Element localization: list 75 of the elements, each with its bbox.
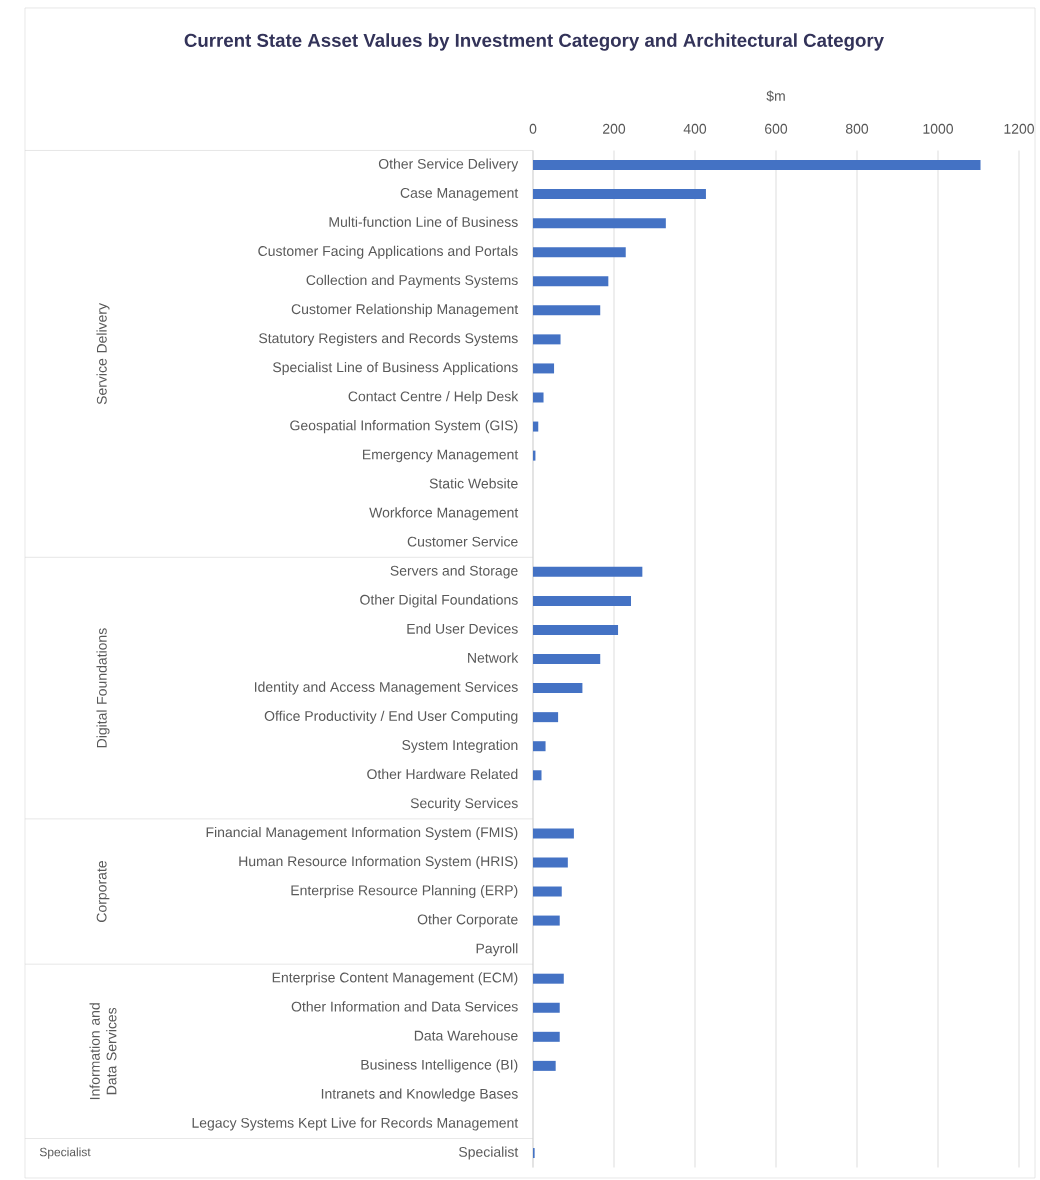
y-tick-label: Other Information and Data Services — [291, 1001, 518, 1012]
bar — [533, 1060, 556, 1071]
y-tick-label: Financial Management Information System (FMIS) — [206, 826, 518, 840]
bar — [533, 334, 561, 345]
bar — [533, 189, 706, 200]
y-tick-label: Customer Service — [407, 536, 518, 547]
text: Corporate — [96, 861, 110, 922]
x-tick-label: 800 — [845, 123, 869, 134]
text: Specialist — [39, 1147, 91, 1159]
bar — [533, 421, 539, 432]
bar — [533, 624, 619, 635]
y-tick-label: Multi-function Line of Business — [329, 216, 518, 227]
y-tick-label: End User Devices — [407, 623, 518, 634]
y-tick-label: Enterprise Resource Planning (ERP) — [291, 885, 518, 899]
bar — [533, 247, 626, 258]
bar — [533, 160, 981, 171]
bar — [533, 1031, 560, 1042]
bar — [533, 305, 601, 316]
y-tick-label: Emergency Management — [363, 449, 519, 463]
x-tick-label: 1200 — [1004, 123, 1035, 134]
y-tick-label: Geospatial Information System (GIS) — [290, 420, 518, 434]
text: Digital Foundations — [96, 628, 110, 748]
chart-title: Current State Asset Values by Investment Category and Architectural Category — [184, 33, 884, 51]
x-tick-label: 600 — [765, 123, 788, 134]
y-tick-label: Other Digital Foundations — [360, 594, 518, 608]
bar — [533, 973, 564, 984]
y-tick-label: Office Productivity / End User Computing — [264, 710, 518, 724]
y-tick-label: Specialist — [459, 1146, 519, 1160]
y-tick-label: Static Website — [429, 478, 518, 489]
y-tick-label: Other Service Delivery — [378, 158, 519, 172]
y-tick-label: Network — [468, 652, 519, 663]
y-tick-label: Security Services — [410, 797, 518, 811]
y-tick-label: System Integration — [402, 739, 518, 753]
bar — [533, 770, 542, 781]
y-tick-label: Customer Relationship Management — [291, 303, 519, 317]
x-tick-label: 1000 — [923, 123, 954, 134]
text: Information and Data Services — [89, 1003, 117, 1100]
y-tick-label: Case Management — [400, 187, 519, 201]
y-tick-label: Identity and Access Management Services — [255, 681, 518, 695]
bar — [533, 828, 574, 839]
bar — [533, 363, 555, 374]
y-tick-label: Enterprise Content Management (ECM) — [272, 972, 518, 986]
bar — [533, 857, 568, 868]
bar — [533, 712, 559, 723]
y-tick-label: Business Intelligence (BI) — [361, 1059, 518, 1073]
bar — [533, 566, 643, 577]
bar — [533, 595, 632, 606]
x-tick-label: 400 — [683, 123, 707, 134]
bar — [533, 886, 562, 897]
y-tick-label: Contact Centre / Help Desk — [348, 391, 519, 405]
y-tick-label: Specialist Line of Business Applications — [273, 361, 518, 376]
y-tick-label: Legacy Systems Kept Live for Records Management — [192, 1117, 519, 1131]
y-tick-label: Intranets and Knowledge Bases — [321, 1088, 518, 1102]
text: Service Delivery — [96, 303, 110, 405]
bar — [533, 915, 560, 926]
y-tick-label: Statutory Registers and Records Systems — [259, 332, 518, 346]
bar — [533, 392, 544, 403]
bar — [533, 218, 666, 229]
y-tick-label: Other Hardware Related — [367, 768, 518, 780]
y-tick-label: Human Resource Information System (HRIS) — [239, 855, 518, 870]
y-tick-label: Other Corporate — [417, 914, 518, 928]
y-tick-label: Payroll — [476, 943, 518, 957]
bar — [533, 683, 583, 694]
bar — [533, 1002, 560, 1013]
bar — [533, 741, 546, 752]
x-tick-label: 0 — [529, 123, 537, 134]
y-tick-label: Data Warehouse — [414, 1030, 518, 1041]
x-tick-label: 200 — [603, 123, 626, 134]
y-tick-label: Collection and Payments Systems — [306, 274, 518, 288]
bar — [533, 276, 609, 287]
y-tick-label: Customer Facing Applications and Portals — [258, 245, 518, 259]
x-axis-title: $m — [766, 90, 785, 102]
y-tick-label: Workforce Management — [369, 507, 519, 521]
bar — [533, 654, 601, 665]
y-tick-label: Servers and Storage — [390, 565, 518, 579]
